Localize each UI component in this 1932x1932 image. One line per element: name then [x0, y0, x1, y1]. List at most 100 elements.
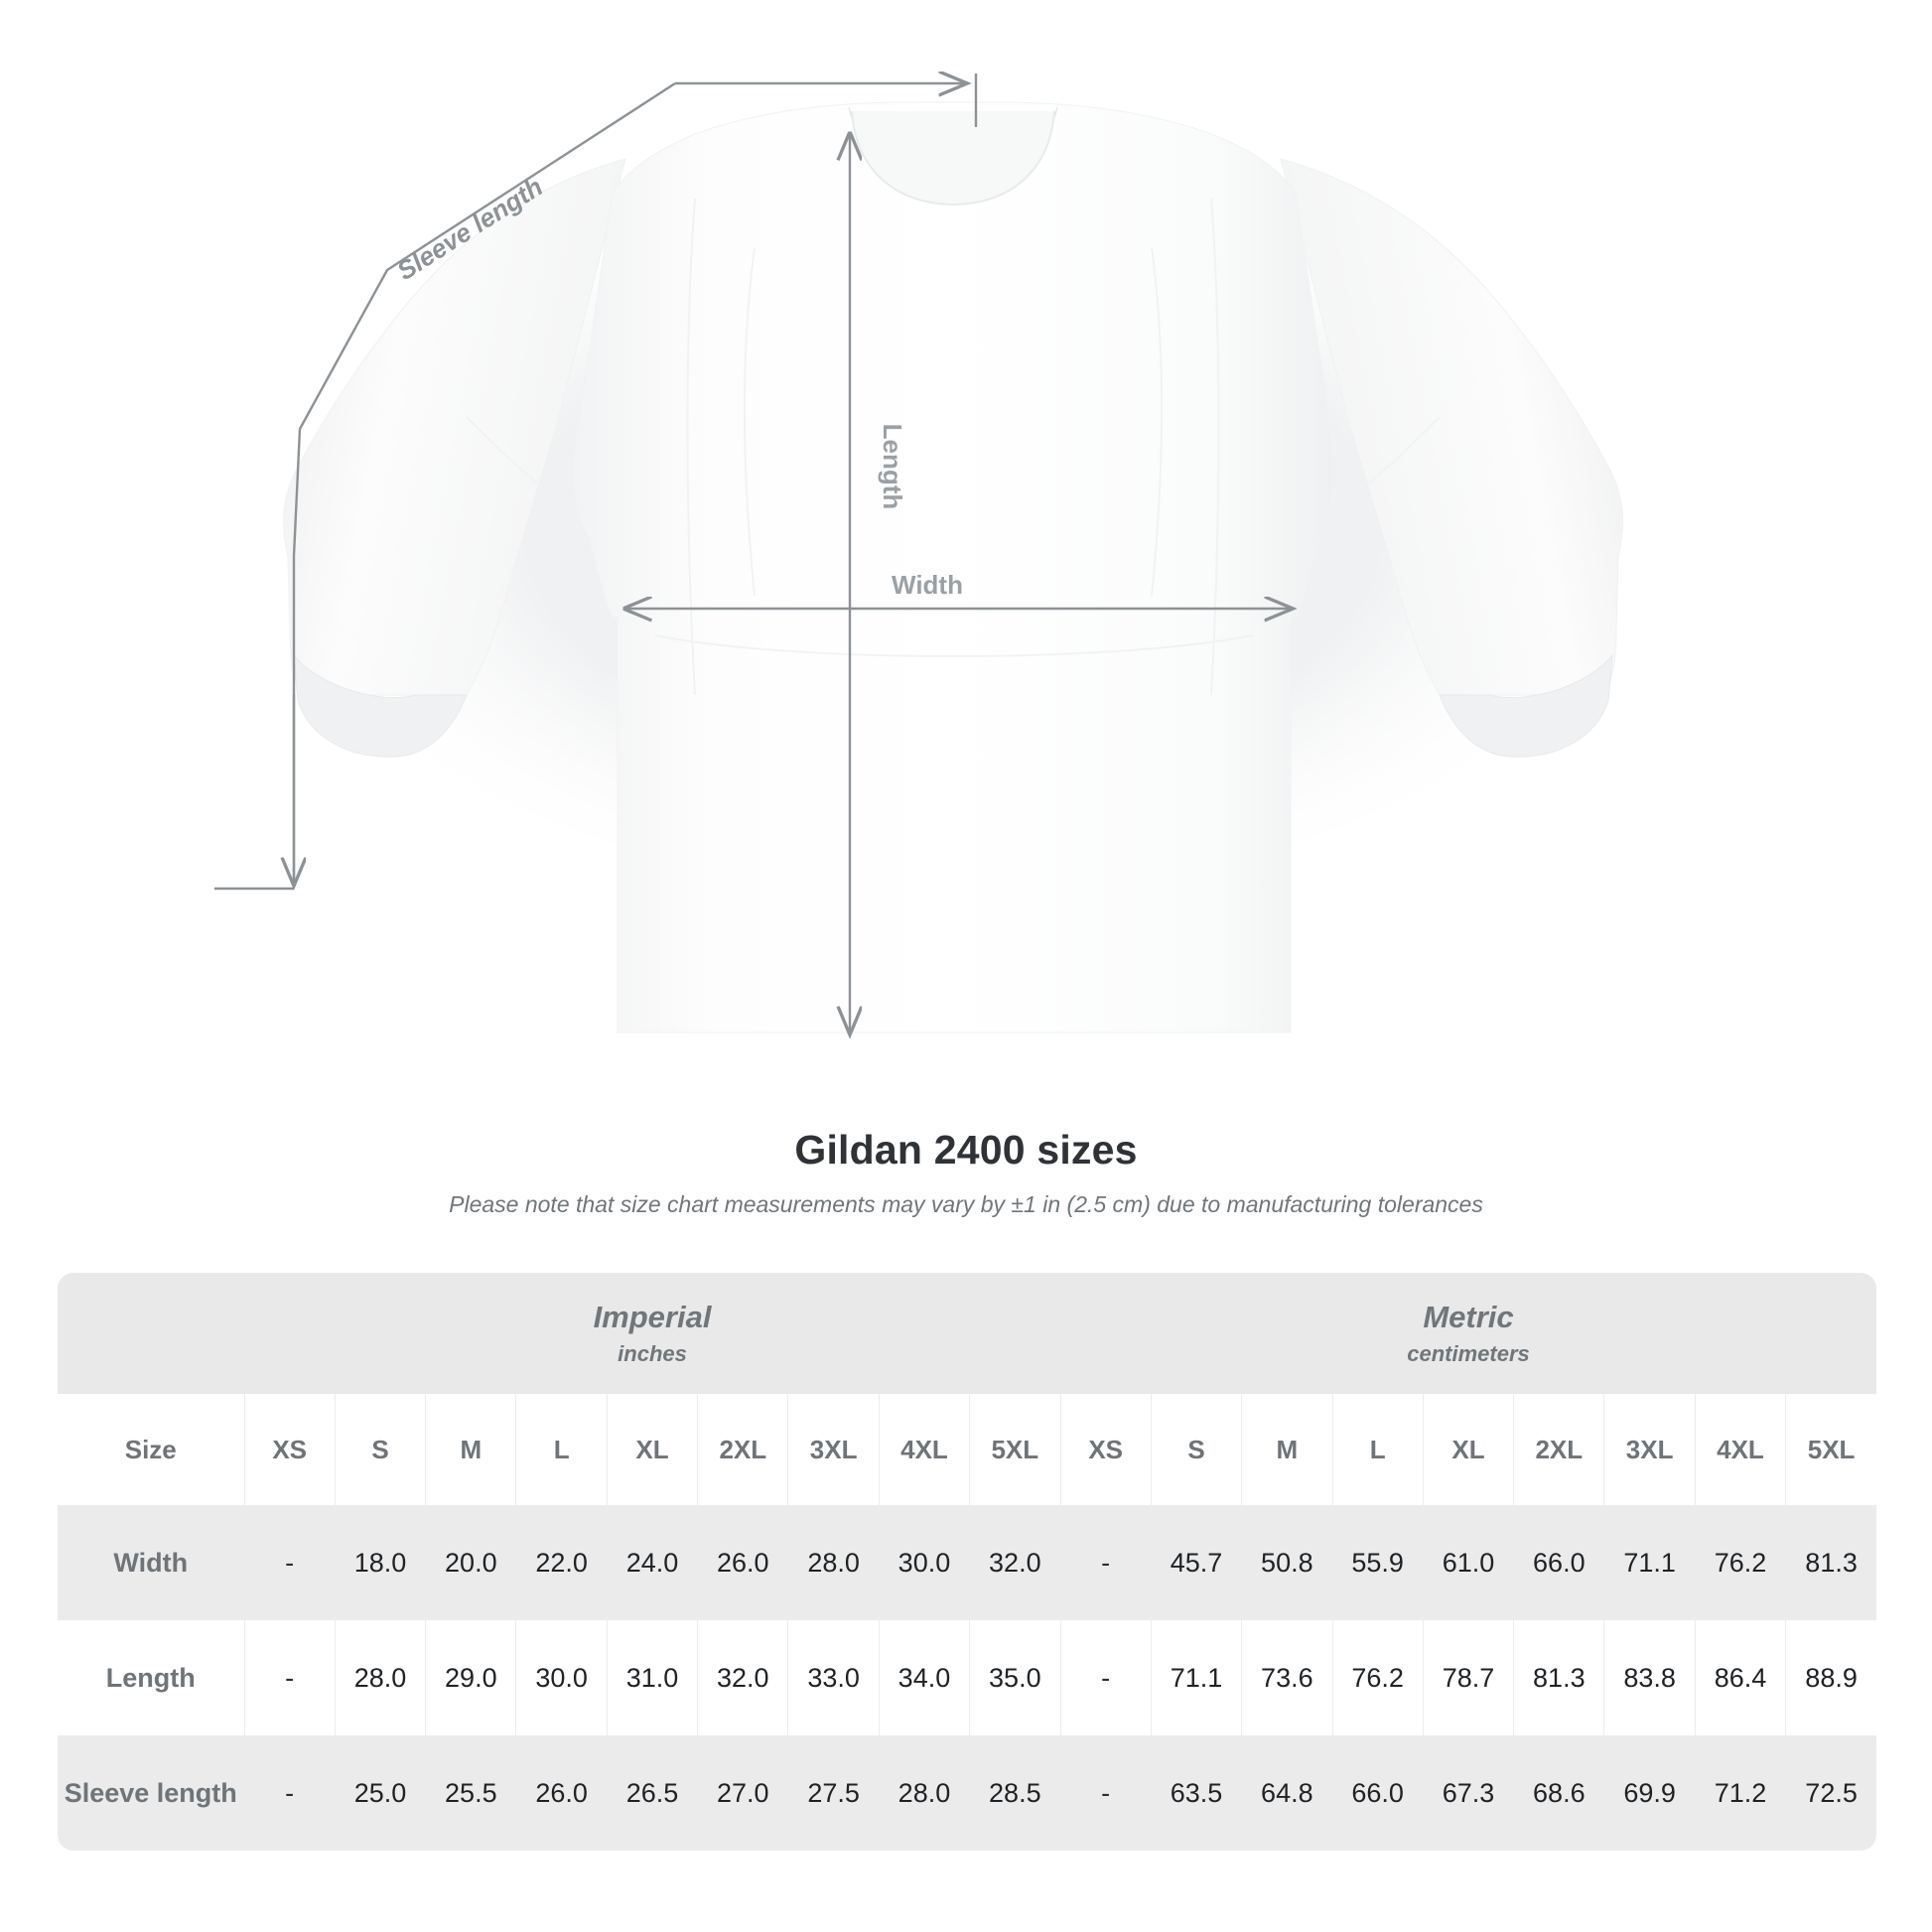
cell-length-3xl-imperial: 33.0	[787, 1620, 880, 1735]
column-header-size: Size	[58, 1394, 245, 1505]
cell-sleeve-length-5xl-imperial: 28.5	[969, 1735, 1061, 1851]
cell-sleeve-length-xl-imperial: 26.5	[607, 1735, 699, 1851]
neck-opening	[851, 110, 1055, 207]
cell-width-m-metric: 50.8	[1241, 1505, 1333, 1620]
column-header-size-5xl-metric: 5XL	[1785, 1394, 1877, 1505]
cell-length-4xl-metric: 86.4	[1695, 1620, 1787, 1735]
cell-width-4xl-imperial: 30.0	[879, 1505, 971, 1620]
cell-sleeve-length-l-metric: 66.0	[1332, 1735, 1424, 1851]
cell-length-xs-metric: -	[1060, 1620, 1152, 1735]
cell-sleeve-length-s-imperial: 25.0	[335, 1735, 427, 1851]
cell-sleeve-length-xs-metric: -	[1060, 1735, 1152, 1851]
tolerance-note: Please note that size chart measurements…	[449, 1191, 1483, 1218]
unit-group-subtitle: inches	[618, 1340, 687, 1366]
cell-length-4xl-imperial: 34.0	[879, 1620, 971, 1735]
cell-sleeve-length-5xl-metric: 72.5	[1785, 1735, 1877, 1851]
cell-width-s-imperial: 18.0	[335, 1505, 427, 1620]
cell-sleeve-length-4xl-metric: 71.2	[1695, 1735, 1787, 1851]
right-cuff	[1439, 653, 1613, 758]
cell-sleeve-length-3xl-imperial: 27.5	[787, 1735, 880, 1851]
cell-length-l-imperial: 30.0	[515, 1620, 608, 1735]
title-block: Gildan 2400 sizes Please note that size …	[0, 1127, 1932, 1219]
cell-sleeve-length-3xl-metric: 69.9	[1603, 1735, 1696, 1851]
cell-length-l-metric: 76.2	[1332, 1620, 1424, 1735]
size-chart-table: Imperial inches Metric centimeters Size XS S M…	[58, 1273, 1877, 1851]
cell-width-3xl-imperial: 28.0	[787, 1505, 880, 1620]
size-chart-table-wrapper: Imperial inches Metric centimeters Size XS S M…	[58, 1273, 1877, 1851]
size-header-row: Size XS S M L XL 2XL 3XL 4XL 5XL XS S M L XL 2XL 3XL 4XL 5…	[58, 1394, 1877, 1505]
column-header-size-l-imperial: L	[515, 1394, 608, 1505]
cell-width-5xl-metric: 81.3	[1785, 1505, 1877, 1620]
cell-length-xl-imperial: 31.0	[607, 1620, 699, 1735]
length-label: Length	[878, 424, 907, 510]
cell-width-l-metric: 55.9	[1332, 1505, 1424, 1620]
unit-group-name: Imperial	[593, 1299, 712, 1334]
garment-illustration: Sleeve length Length Width	[214, 0, 1638, 1112]
cell-sleeve-length-m-metric: 64.8	[1241, 1735, 1333, 1851]
sleeve-length-diagonal	[292, 81, 676, 882]
cell-length-5xl-imperial: 35.0	[969, 1620, 1061, 1735]
cell-sleeve-length-l-imperial: 26.0	[515, 1735, 608, 1851]
row-label-sleeve-length: Sleeve length	[58, 1735, 245, 1851]
cell-length-xs-imperial: -	[244, 1620, 336, 1735]
cell-length-3xl-metric: 83.8	[1603, 1620, 1696, 1735]
cell-length-s-imperial: 28.0	[335, 1620, 427, 1735]
unit-header-spacer	[58, 1273, 244, 1394]
unit-group-subtitle: centimeters	[1407, 1340, 1530, 1366]
column-header-size-4xl-metric: 4XL	[1695, 1394, 1787, 1505]
column-header-size-5xl-imperial: 5XL	[969, 1394, 1061, 1505]
cell-sleeve-length-xl-metric: 67.3	[1423, 1735, 1515, 1851]
cell-width-s-metric: 45.7	[1151, 1505, 1243, 1620]
column-header-size-m-metric: M	[1241, 1394, 1333, 1505]
cell-width-xs-imperial: -	[244, 1505, 336, 1620]
left-cuff	[293, 653, 468, 758]
cell-width-xs-metric: -	[1060, 1505, 1152, 1620]
cell-length-2xl-metric: 81.3	[1513, 1620, 1605, 1735]
sleeve-length-dimension	[214, 73, 978, 889]
column-header-size-3xl-metric: 3XL	[1603, 1394, 1696, 1505]
cell-sleeve-length-2xl-metric: 68.6	[1513, 1735, 1605, 1851]
table-row: Width -18.0 20.0 22.0 24.0 26.0 28.0 30.0 32.0-4…	[58, 1505, 1877, 1620]
left-sleeve	[282, 158, 626, 696]
cell-width-2xl-metric: 66.0	[1513, 1505, 1605, 1620]
cell-width-2xl-imperial: 26.0	[697, 1505, 789, 1620]
width-label: Width	[892, 570, 963, 600]
cell-length-m-imperial: 29.0	[425, 1620, 517, 1735]
unit-group-imperial: Imperial inches	[244, 1273, 1061, 1394]
column-header-size-m-imperial: M	[425, 1394, 517, 1505]
right-sleeve	[1280, 158, 1624, 696]
cell-width-xl-metric: 61.0	[1423, 1505, 1515, 1620]
cell-length-5xl-metric: 88.9	[1785, 1620, 1877, 1735]
column-header-size-xl-imperial: XL	[607, 1394, 699, 1505]
row-label-length: Length	[58, 1620, 245, 1735]
cell-width-3xl-metric: 71.1	[1603, 1505, 1696, 1620]
cell-length-s-metric: 71.1	[1151, 1620, 1243, 1735]
column-header-size-xl-metric: XL	[1423, 1394, 1515, 1505]
cell-length-m-metric: 73.6	[1241, 1620, 1333, 1735]
garment-svg: Sleeve length Length Width	[214, 0, 1638, 1112]
cell-width-5xl-imperial: 32.0	[969, 1505, 1061, 1620]
column-header-size-2xl-metric: 2XL	[1513, 1394, 1605, 1505]
column-header-size-s-imperial: S	[335, 1394, 427, 1505]
column-header-size-l-metric: L	[1332, 1394, 1424, 1505]
cell-sleeve-length-2xl-imperial: 27.0	[697, 1735, 789, 1851]
column-header-size-xs-imperial: XS	[244, 1394, 336, 1505]
column-header-size-xs-metric: XS	[1060, 1394, 1152, 1505]
unit-group-name: Metric	[1423, 1299, 1514, 1334]
shirt-body	[573, 101, 1335, 1034]
cell-sleeve-length-m-imperial: 25.5	[425, 1735, 517, 1851]
cell-width-m-imperial: 20.0	[425, 1505, 517, 1620]
unit-header-row: Imperial inches Metric centimeters	[58, 1273, 1877, 1394]
column-header-size-4xl-imperial: 4XL	[879, 1394, 971, 1505]
unit-group-metric: Metric centimeters	[1060, 1273, 1877, 1394]
cell-sleeve-length-s-metric: 63.5	[1151, 1735, 1243, 1851]
cell-width-4xl-metric: 76.2	[1695, 1505, 1787, 1620]
row-label-width: Width	[58, 1505, 245, 1620]
column-header-size-3xl-imperial: 3XL	[787, 1394, 880, 1505]
column-header-size-s-metric: S	[1151, 1394, 1243, 1505]
column-header-size-2xl-imperial: 2XL	[697, 1394, 789, 1505]
table-head: Imperial inches Metric centimeters Size XS S M…	[58, 1273, 1877, 1505]
cell-length-2xl-imperial: 32.0	[697, 1620, 789, 1735]
table-body: Width -18.0 20.0 22.0 24.0 26.0 28.0 30.0 32.0-4…	[58, 1505, 1877, 1851]
cell-sleeve-length-xs-imperial: -	[244, 1735, 336, 1851]
